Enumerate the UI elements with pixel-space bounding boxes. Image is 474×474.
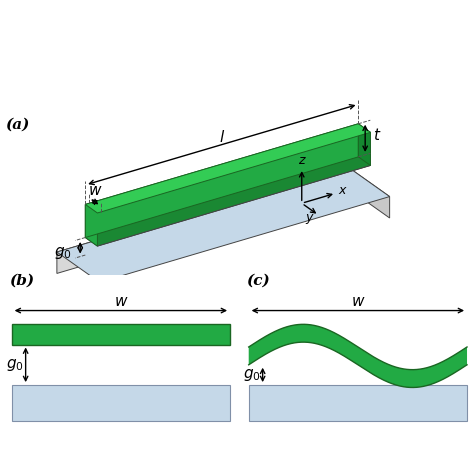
Text: $w$: $w$ [114,295,128,310]
Polygon shape [57,166,390,282]
Bar [249,385,467,421]
Text: $z$: $z$ [298,154,307,167]
Text: $y$: $y$ [305,212,315,226]
Polygon shape [85,124,358,237]
Text: $g_0$: $g_0$ [243,367,261,383]
Polygon shape [249,324,467,387]
Bar [12,324,230,345]
Text: $w$: $w$ [88,184,102,198]
Polygon shape [347,166,390,218]
Text: $w$: $w$ [351,295,365,310]
Text: $g_0$: $g_0$ [6,357,24,373]
Text: $x$: $x$ [338,184,348,197]
Polygon shape [85,124,371,213]
Text: $l$: $l$ [219,129,225,145]
Text: (a): (a) [5,117,29,131]
Bar [12,385,230,421]
Text: (c): (c) [246,273,270,288]
Text: $g_0$: $g_0$ [54,245,72,261]
Polygon shape [85,157,371,246]
Polygon shape [358,124,371,165]
Polygon shape [57,166,347,273]
Polygon shape [85,204,98,246]
Text: $t$: $t$ [373,127,382,143]
Text: (b): (b) [9,273,35,288]
Polygon shape [98,132,371,246]
